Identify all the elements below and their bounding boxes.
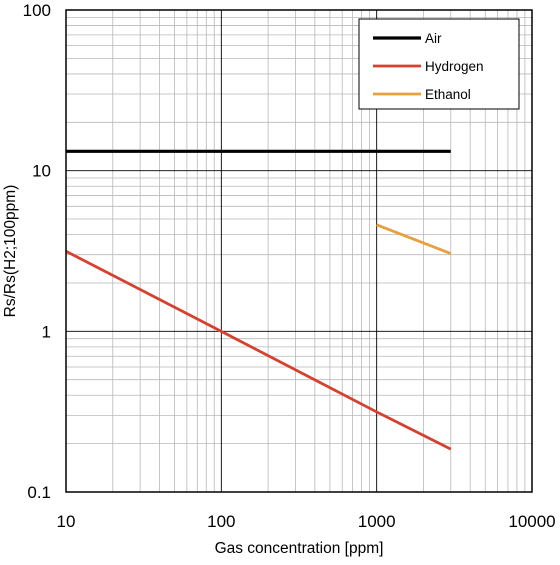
y-tick-label: 0.1 [27, 483, 51, 502]
legend-label-air: Air [425, 31, 442, 46]
plot-frame [65, 9, 533, 493]
x-axis-title: Gas concentration [ppm] [215, 540, 384, 557]
y-tick-labels: 0.1 1 10 100 [23, 1, 51, 502]
legend-label-ethanol: Ethanol [425, 87, 471, 102]
y-tick-label: 10 [32, 162, 51, 181]
series-line-ethanol [376, 223, 452, 255]
x-tick-label: 10000 [508, 512, 555, 531]
series-line-hydrogen [65, 250, 452, 451]
series-layer [65, 149, 452, 451]
y-tick-label: 1 [42, 322, 51, 341]
legend-label-hydrogen: Hydrogen [425, 59, 484, 74]
legend: Air Hydrogen Ethanol [358, 18, 520, 110]
x-tick-label: 1000 [358, 512, 396, 531]
x-tick-label: 10 [57, 512, 76, 531]
y-tick-label: 100 [23, 1, 51, 20]
x-tick-label: 100 [207, 512, 235, 531]
y-axis-title: Rs/Rs(H2;100ppm) [2, 185, 19, 318]
x-tick-labels: 10 100 1000 10000 [57, 512, 556, 531]
